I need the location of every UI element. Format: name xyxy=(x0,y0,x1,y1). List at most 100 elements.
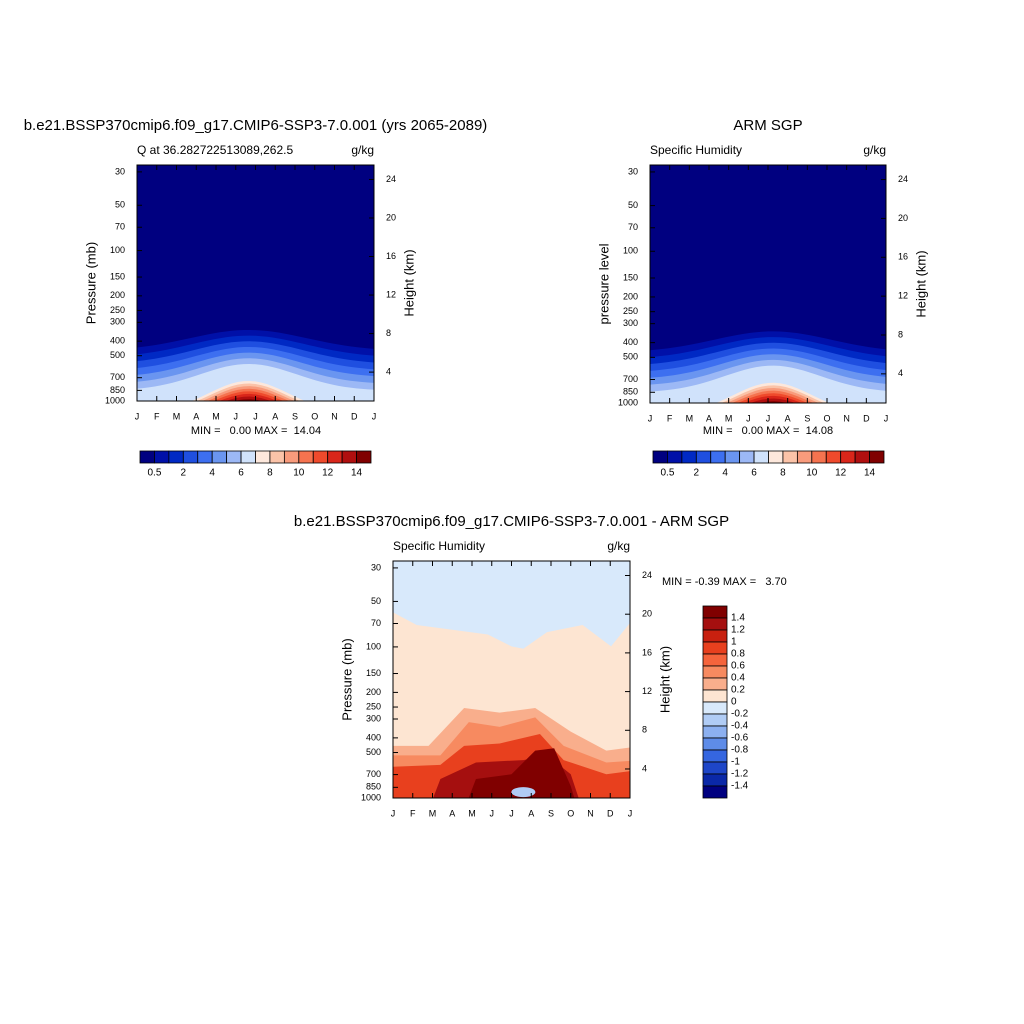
x-tick-label: M xyxy=(725,413,733,423)
y-axis-label: Pressure (mb) xyxy=(83,242,98,324)
colorbar-box xyxy=(702,737,728,751)
colorbar-box xyxy=(702,677,728,691)
x-tick-label: N xyxy=(331,411,338,421)
colorbar-box xyxy=(211,450,228,464)
colorbar-label: 6 xyxy=(751,468,757,479)
y-tick-label: 70 xyxy=(371,618,381,628)
colorbar-box xyxy=(702,785,728,799)
colorbar-box xyxy=(702,605,728,619)
x-tick-label: M xyxy=(686,413,694,423)
colorbar-box xyxy=(269,450,285,464)
right-string: g/kg xyxy=(607,539,630,553)
colorbar-box xyxy=(154,450,170,464)
y-tick-label: 50 xyxy=(628,200,638,210)
colorbar-box xyxy=(869,450,885,464)
colorbar-label: 2 xyxy=(694,468,700,479)
y-axis-label: pressure level xyxy=(596,243,611,324)
y-tick-label: 500 xyxy=(366,747,381,757)
y-tick-label: 50 xyxy=(371,596,381,606)
colorbar-box xyxy=(753,450,769,464)
colorbar-box xyxy=(702,761,728,775)
y-tick-label: 50 xyxy=(115,200,125,210)
y-tick-label: 700 xyxy=(110,372,125,382)
y2-tick-label: 4 xyxy=(898,368,903,378)
x-tick-label: J xyxy=(372,411,377,421)
x-tick-label: S xyxy=(804,413,810,423)
y2-tick-label: 16 xyxy=(386,251,396,261)
left-string: Q at 36.282722513089,262.5 xyxy=(137,143,293,157)
colorbar-box xyxy=(724,450,741,464)
y-tick-label: 1000 xyxy=(618,397,638,407)
y2-tick-label: 16 xyxy=(898,252,908,262)
x-tick-label: J xyxy=(391,808,396,818)
y-tick-label: 850 xyxy=(623,387,638,397)
x-tick-label: J xyxy=(766,413,771,423)
colorbar-label: 10 xyxy=(293,468,305,479)
colorbar-label: 0.4 xyxy=(731,673,745,684)
y-tick-label: 300 xyxy=(366,713,381,723)
y-tick-label: 400 xyxy=(366,732,381,742)
min-max: MIN = 0.00 MAX = 14.04 xyxy=(191,425,321,437)
colorbar-box xyxy=(695,450,712,464)
x-tick-label: J xyxy=(490,808,495,818)
contour-band xyxy=(225,396,271,401)
contour-band xyxy=(468,748,575,798)
colorbar-box xyxy=(796,450,813,464)
x-tick-label: N xyxy=(843,413,850,423)
colorbar-label: 1.2 xyxy=(731,625,745,636)
y2-tick-label: 16 xyxy=(642,647,652,657)
x-tick-label: D xyxy=(607,808,614,818)
y2-tick-label: 12 xyxy=(898,291,908,301)
y-tick-label: 150 xyxy=(366,668,381,678)
y2-tick-label: 8 xyxy=(898,329,903,339)
y2-axis-label: Height (km) xyxy=(657,646,672,713)
x-tick-label: M xyxy=(212,411,220,421)
colorbar-label: 8 xyxy=(267,468,273,479)
contour-field xyxy=(137,165,374,401)
colorbar-box xyxy=(739,450,755,464)
y-tick-label: 70 xyxy=(628,222,638,232)
contour-field xyxy=(650,165,886,403)
y2-tick-label: 20 xyxy=(898,213,908,223)
y2-tick-label: 20 xyxy=(386,212,396,222)
y-tick-label: 850 xyxy=(366,782,381,792)
x-tick-label: S xyxy=(548,808,554,818)
min-max: MIN = 0.00 MAX = 14.08 xyxy=(703,425,833,437)
colorbar-box xyxy=(255,450,271,464)
colorbar-label: 4 xyxy=(209,468,215,479)
colorbar-box xyxy=(702,641,728,655)
y-tick-label: 700 xyxy=(366,769,381,779)
colorbar-label: -0.6 xyxy=(731,733,749,744)
y-tick-label: 70 xyxy=(115,222,125,232)
y-tick-label: 150 xyxy=(623,272,638,282)
colorbar-box xyxy=(768,450,784,464)
y-tick-label: 500 xyxy=(110,350,125,360)
colorbar-label: 14 xyxy=(864,468,876,479)
y2-tick-label: 24 xyxy=(898,174,908,184)
y-tick-label: 500 xyxy=(623,352,638,362)
y-tick-label: 300 xyxy=(623,318,638,328)
colorbar-label: 12 xyxy=(322,468,334,479)
colorbar-label: -1 xyxy=(731,757,740,768)
x-tick-label: J xyxy=(135,411,140,421)
colorbar-box xyxy=(702,773,728,787)
colorbar-box xyxy=(681,450,697,464)
y2-tick-label: 24 xyxy=(642,570,652,580)
x-tick-label: J xyxy=(234,411,239,421)
x-tick-label: J xyxy=(253,411,258,421)
colorbar-box xyxy=(168,450,184,464)
y-tick-label: 300 xyxy=(110,317,125,327)
x-tick-label: S xyxy=(292,411,298,421)
contour-band xyxy=(511,787,536,798)
colorbar-box xyxy=(226,450,242,464)
x-tick-label: F xyxy=(154,411,160,421)
x-tick-label: J xyxy=(509,808,514,818)
colorbar-box xyxy=(298,450,314,464)
colorbar-label: 1 xyxy=(731,637,737,648)
colorbar-label: 0.5 xyxy=(660,468,674,479)
y2-tick-label: 12 xyxy=(642,686,652,696)
x-tick-label: O xyxy=(567,808,574,818)
x-tick-label: A xyxy=(706,413,712,423)
y2-tick-label: 4 xyxy=(642,763,647,773)
y-tick-label: 1000 xyxy=(361,792,381,802)
